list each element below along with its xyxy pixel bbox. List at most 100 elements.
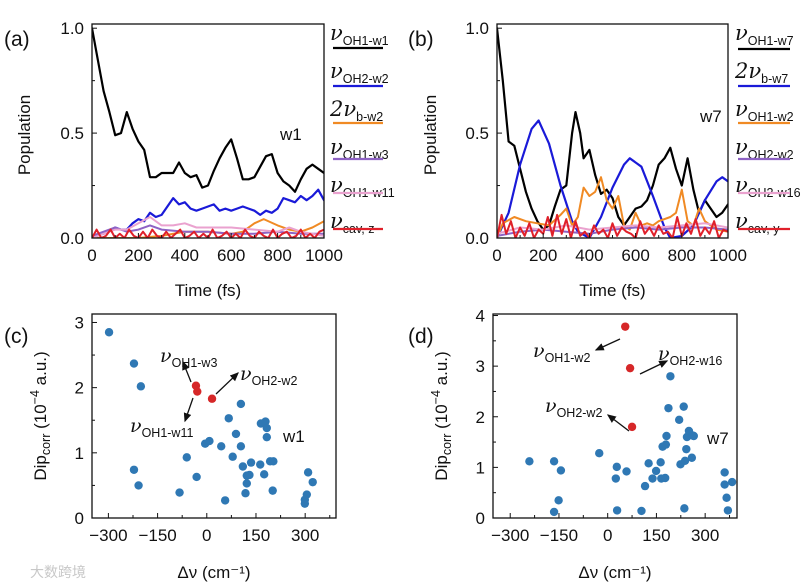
- scatter-point: [722, 493, 731, 502]
- annotation-symbol: ν: [658, 343, 670, 365]
- ylabel-subscript: corr: [440, 434, 454, 456]
- annotation-arrow: [606, 414, 630, 432]
- scatter-point: [612, 462, 621, 472]
- series-line-oh1-w2: [497, 176, 728, 238]
- legend-label: νcav, z: [330, 209, 375, 236]
- legend-symbol: 2ν: [329, 97, 356, 121]
- ylabel-superscript: −4: [429, 390, 443, 404]
- scatter-point: [595, 449, 604, 458]
- highlighted-point: [625, 363, 635, 373]
- scatter-point: [220, 496, 230, 505]
- legend-symbol: ν: [330, 173, 343, 197]
- scatter-point: [549, 507, 559, 517]
- scatter-point: [680, 456, 690, 465]
- legend-subscript: b-w2: [356, 110, 383, 124]
- x-tick-label: 800: [263, 246, 291, 265]
- ylabel-base: Dip: [432, 455, 451, 481]
- scatter-point: [664, 403, 673, 413]
- scatter-point: [682, 444, 691, 454]
- scatter-point: [651, 466, 661, 476]
- x-tick-label: 400: [171, 246, 199, 265]
- annotation-subscript: OH1-w2: [545, 351, 591, 365]
- y-tick-label: 1: [75, 444, 84, 463]
- scatter-point: [308, 477, 317, 487]
- ylabel-subscript: corr: [39, 434, 53, 456]
- x-tick-label: 0: [202, 526, 211, 545]
- scatter-point: [268, 486, 277, 495]
- scatter-point: [236, 399, 246, 409]
- x-tick-label: 1000: [305, 246, 343, 265]
- annotation-arrow: [639, 360, 669, 375]
- y-tick-label: 3: [476, 357, 485, 376]
- legend-symbol: ν: [330, 21, 343, 45]
- x-tick-label: 200: [529, 246, 557, 265]
- ylabel-text: (10: [432, 404, 451, 433]
- ylabel-text: a.u.): [432, 351, 451, 390]
- scatter-point: [134, 481, 143, 490]
- legend-symbol: ν: [330, 59, 343, 83]
- panel-b: (b) νOH1-w72νb-w7νOH1-w2νOH2-w2νOH2-w16νc…: [408, 19, 801, 300]
- scatter-point: [689, 431, 698, 441]
- legend-symbol: ν: [735, 173, 748, 197]
- y-tick-label: 0: [75, 509, 84, 528]
- x-tick-label: 0: [87, 246, 96, 265]
- annotation-subscript: OH1-w3: [172, 356, 218, 370]
- scatter-point: [674, 415, 684, 424]
- scatter-point: [262, 432, 272, 442]
- y-tick-label: 0.5: [60, 124, 84, 143]
- y-axis-label: Population: [421, 95, 440, 175]
- y-tick-label: 1.0: [60, 19, 84, 38]
- scatter-point: [259, 470, 269, 479]
- y-tick-label: 0.0: [60, 229, 84, 248]
- annotation-arrow: [215, 372, 239, 395]
- point-annotation: νOH1-w2: [533, 340, 590, 365]
- scatter-point: [556, 466, 566, 475]
- series-line-oh1-w11: [92, 216, 324, 238]
- scatter-point: [256, 460, 265, 469]
- scatter-point: [648, 474, 657, 483]
- scatter-point: [300, 499, 310, 508]
- scatter-point: [246, 458, 256, 467]
- plot-area: [525, 322, 737, 517]
- scatter-point: [104, 328, 114, 337]
- legend-symbol: ν: [735, 21, 748, 45]
- point-annotation: νOH2-w16: [658, 343, 722, 368]
- scatter-point: [656, 458, 665, 467]
- series-line-oh2-w2: [497, 226, 728, 237]
- x-tick-label: −150: [540, 526, 578, 545]
- water-annotation: w7: [706, 429, 729, 448]
- ylabel-base: Dip: [31, 455, 50, 481]
- x-tick-label: 150: [242, 526, 270, 545]
- series-line-oh2-w16: [497, 222, 728, 235]
- water-annotation: w7: [699, 107, 722, 126]
- scatter-point: [269, 457, 278, 466]
- scatter-point: [687, 453, 697, 462]
- panel-a: (a) νOH1-w1νOH2-w22νb-w2νOH1-w3νOH1-w11νc…: [4, 19, 395, 300]
- ylabel-text: (10: [31, 404, 50, 433]
- plot-area: [104, 328, 317, 508]
- plot-frame: [91, 313, 337, 519]
- y-tick-label: 0: [476, 509, 485, 528]
- plot-area: [92, 27, 324, 238]
- series-line-b-w7: [497, 119, 728, 238]
- annotation-symbol: ν: [160, 345, 172, 367]
- annotation-symbol: ν: [240, 363, 252, 385]
- legend-symbol: 2ν: [734, 59, 761, 83]
- panel-label: (c): [4, 325, 29, 348]
- legend-label: νOH1-w11: [330, 173, 395, 200]
- scatter-point: [302, 490, 312, 499]
- legend-label: νOH1-w2: [735, 97, 794, 124]
- panel-label: (b): [408, 28, 434, 51]
- scatter-point: [727, 477, 737, 487]
- point-annotation: νOH2-w2: [545, 395, 602, 420]
- series-line-cav-z: [92, 228, 324, 238]
- legend-symbol: ν: [330, 135, 343, 159]
- scatter-point: [262, 423, 272, 433]
- x-tick-label: 400: [575, 246, 603, 265]
- series-line-oh1-w1: [92, 27, 324, 193]
- panel-label: (d): [408, 325, 434, 348]
- x-tick-label: 600: [621, 246, 649, 265]
- point-annotation: νOH1-w3: [160, 345, 217, 370]
